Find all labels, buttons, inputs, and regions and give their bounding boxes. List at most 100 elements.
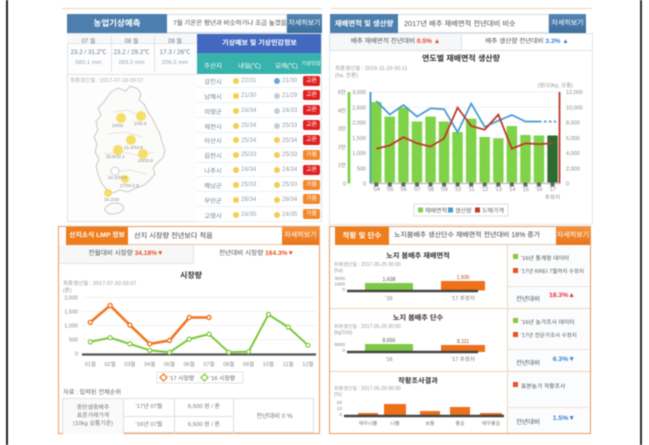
- svg-text:노지 봄배추 재배면적: 노지 봄배추 재배면적: [386, 251, 450, 260]
- svg-text:1,638: 1,638: [383, 277, 396, 283]
- svg-text:1500: 1500: [334, 282, 345, 288]
- svg-text:3만: 3만: [338, 126, 346, 133]
- svg-text:2/30.9: 2/30.9: [134, 121, 147, 126]
- svg-text:8,000: 8,000: [566, 121, 580, 127]
- svg-text:매우좋음: 매우좋음: [482, 420, 501, 427]
- svg-text:연도별 재배면적 생산량: 연도별 재배면적 생산량: [422, 54, 501, 63]
- svg-text:자료 : 입력된 전체순위: 자료 : 입력된 전체순위: [63, 388, 121, 396]
- svg-text:05월: 05월: [164, 361, 175, 368]
- svg-text:8,111: 8,111: [457, 339, 469, 345]
- svg-text:1,935: 1,935: [457, 275, 470, 281]
- svg-text:도매가격: 도매가격: [482, 208, 504, 215]
- svg-text:500: 500: [69, 338, 78, 344]
- svg-text:6,000: 6,000: [566, 136, 580, 142]
- svg-text:10월: 10월: [263, 361, 274, 368]
- svg-text:12월: 12월: [302, 361, 313, 368]
- svg-text:최종갱신일 : 2016-11-29 00:11: 최종갱신일 : 2016-11-29 00:11: [335, 65, 408, 72]
- svg-text:'07: '07: [413, 187, 420, 193]
- svg-text:08월: 08월: [223, 361, 234, 368]
- svg-text:'10: '10: [454, 187, 461, 193]
- svg-text:생산량: 생산량: [455, 208, 472, 215]
- svg-text:01월: 01월: [85, 361, 96, 368]
- svg-text:최종갱신일 : 2017-07-20 03:07: 최종갱신일 : 2017-07-20 03:07: [63, 280, 136, 287]
- svg-text:8,656: 8,656: [383, 338, 396, 344]
- svg-text:25.6/32.1: 25.6/32.1: [106, 154, 125, 159]
- svg-text:보통: 보통: [425, 421, 435, 427]
- svg-text:10: 10: [337, 406, 343, 412]
- svg-text:0: 0: [339, 412, 342, 418]
- svg-text:03월: 03월: [124, 361, 135, 368]
- svg-text:1,500: 1,500: [64, 310, 78, 316]
- svg-text:3,000: 3,000: [352, 90, 366, 96]
- svg-text:'14: '14: [508, 187, 515, 193]
- svg-text:0: 0: [342, 348, 345, 354]
- svg-text:2,000: 2,000: [64, 296, 78, 302]
- svg-text:4만: 4만: [338, 107, 346, 114]
- svg-text:(ha, 천톤): (ha, 천톤): [335, 72, 358, 79]
- svg-text:'11: '11: [468, 187, 475, 193]
- svg-text:2,500: 2,500: [352, 105, 366, 111]
- svg-text:4,000: 4,000: [566, 151, 580, 157]
- svg-text:02월: 02월: [105, 361, 116, 368]
- svg-text:5만: 5만: [338, 89, 346, 96]
- svg-text:최종갱신일 : 2017-05-25 00:00: 최종갱신일 : 2017-05-25 00:00: [334, 261, 401, 268]
- svg-text:추정치: 추정치: [545, 194, 560, 201]
- svg-text:0: 0: [343, 182, 346, 188]
- svg-text:09월: 09월: [243, 361, 254, 368]
- svg-text:27/34.2.8: 27/34.2.8: [120, 183, 139, 188]
- svg-text:매우나쁨: 매우나쁨: [359, 420, 378, 427]
- svg-text:'15: '15: [522, 187, 529, 193]
- svg-text:24/32: 24/32: [112, 123, 124, 128]
- svg-text:'17: '17: [549, 187, 556, 193]
- svg-text:(톤): (톤): [63, 287, 72, 294]
- svg-text:2만: 2만: [338, 144, 346, 151]
- svg-text:'17 추정치: '17 추정치: [451, 295, 475, 302]
- svg-text:06월: 06월: [184, 361, 195, 368]
- svg-text:23/33.8: 23/33.8: [138, 158, 154, 163]
- svg-text:10,000: 10,000: [566, 105, 583, 111]
- svg-text:20: 20: [337, 400, 343, 406]
- svg-text:0: 0: [566, 182, 569, 188]
- svg-text:좋음: 좋음: [455, 420, 465, 427]
- svg-text:'05: '05: [386, 187, 393, 193]
- svg-text:재배면적: 재배면적: [425, 208, 447, 215]
- svg-text:'08: '08: [427, 187, 434, 193]
- svg-text:'17 시장량: '17 시장량: [169, 375, 195, 382]
- svg-text:1만: 1만: [338, 162, 346, 169]
- svg-text:1,000: 1,000: [352, 151, 366, 157]
- svg-text:'06: '06: [400, 187, 407, 193]
- svg-text:2,000: 2,000: [352, 121, 366, 127]
- svg-text:500: 500: [357, 166, 366, 172]
- svg-text:'16: '16: [535, 187, 542, 193]
- svg-text:'16: '16: [385, 296, 392, 302]
- svg-text:(ha): (ha): [334, 268, 343, 274]
- svg-text:'09: '09: [441, 187, 448, 193]
- svg-text:(%): (%): [334, 392, 342, 398]
- svg-text:3000: 3000: [334, 276, 345, 282]
- svg-text:11월: 11월: [283, 361, 294, 368]
- svg-text:07월: 07월: [203, 361, 214, 368]
- svg-text:21.4/33.8: 21.4/33.8: [124, 145, 143, 150]
- svg-text:'17 추정치: '17 추정치: [451, 356, 475, 363]
- svg-text:'16: '16: [385, 357, 392, 363]
- svg-text:2,000: 2,000: [566, 166, 580, 172]
- svg-text:04월: 04월: [144, 361, 155, 368]
- svg-text:나쁨: 나쁨: [390, 420, 400, 427]
- svg-text:'12: '12: [481, 187, 488, 193]
- svg-text:노지 봄배추 단수: 노지 봄배추 단수: [393, 313, 444, 322]
- svg-text:작황조사결과: 작황조사결과: [398, 376, 438, 385]
- svg-text:8000: 8000: [334, 342, 345, 348]
- svg-text:최종갱신일 : 2017-05-25 00:00: 최종갱신일 : 2017-05-25 00:00: [334, 323, 401, 330]
- svg-text:1,500: 1,500: [352, 136, 366, 142]
- svg-text:최종갱신일 : 2017-05-29 00:00: 최종갱신일 : 2017-05-29 00:00: [334, 385, 401, 392]
- svg-text:0: 0: [342, 287, 345, 293]
- svg-text:22.2/33.4: 22.2/33.4: [108, 175, 127, 180]
- svg-text:0: 0: [75, 352, 78, 358]
- svg-text:(kg/10a): (kg/10a): [334, 330, 353, 336]
- svg-text:(원/10kg, 상품): (원/10kg, 상품): [538, 82, 574, 89]
- svg-text:1,000: 1,000: [64, 324, 78, 330]
- svg-text:34.2/33: 34.2/33: [104, 197, 120, 202]
- svg-text:'16 시장량: '16 시장량: [210, 375, 236, 382]
- svg-text:12,000: 12,000: [566, 90, 583, 96]
- svg-text:'04: '04: [373, 187, 380, 193]
